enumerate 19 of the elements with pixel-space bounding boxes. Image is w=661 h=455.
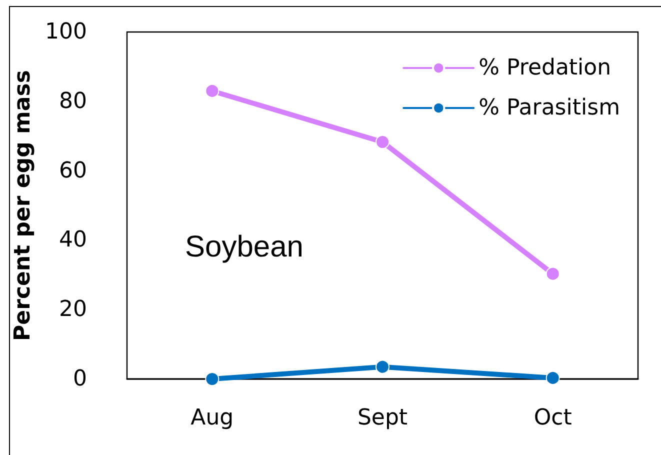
y-tick-label: 20 [59,297,87,322]
point [376,360,390,374]
point [546,266,560,281]
y-axis-title: Percent per egg mass [10,70,36,341]
x-tick-label: Aug [190,406,234,430]
annotation: Soybean [185,230,304,264]
point [205,84,220,98]
point [376,135,390,149]
y-tick-label: 100 [45,20,87,44]
legend-label: % Parasitism [478,96,620,120]
x-tick-label: Oct [534,406,572,430]
y-tick-label: 0 [73,366,87,392]
y-tick-label: 40 [59,228,87,253]
legend-label: % Predation [478,56,612,80]
point [546,370,560,385]
y-tick-label: 60 [59,158,87,184]
y-tick-label: 80 [59,88,87,114]
point [205,372,220,386]
x-tick-label: Sept [357,406,408,430]
